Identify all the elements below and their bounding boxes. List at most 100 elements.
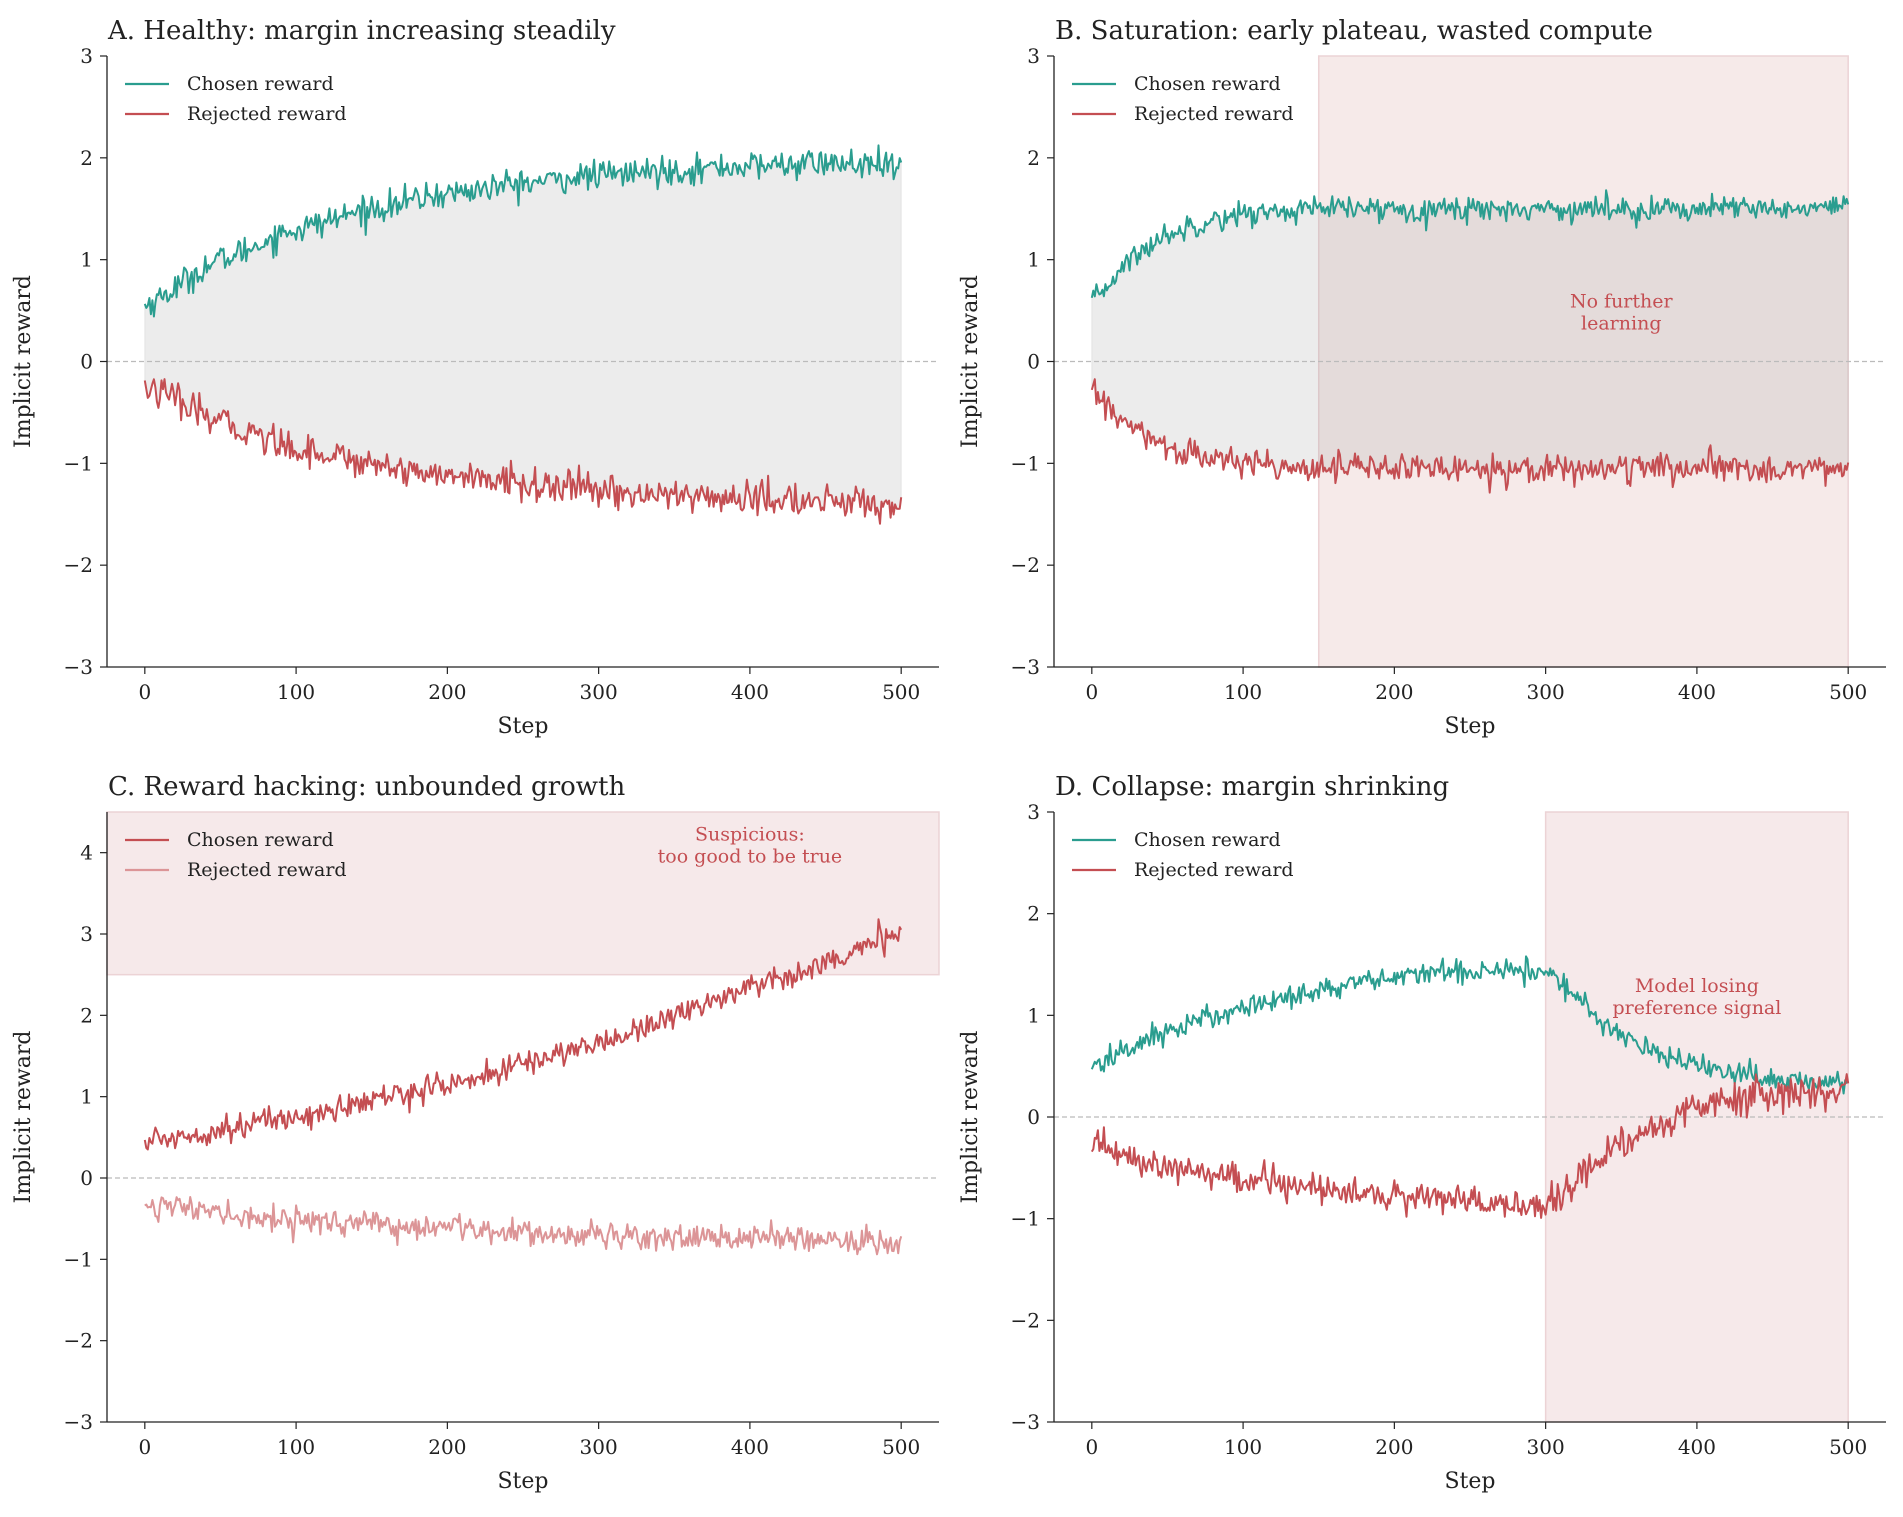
panel-title: C. Reward hacking: unbounded growth xyxy=(108,772,625,802)
x-tick-label: 300 xyxy=(580,1435,618,1459)
legend-label: Chosen reward xyxy=(1134,829,1281,851)
panel-title: B. Saturation: early plateau, wasted com… xyxy=(1055,16,1653,46)
panel-b: 0 100 200 300 400 500 −3 −2 −1 0 1 2 3 Step Implicit r… xyxy=(958,16,1886,739)
series-line-chosen-reward xyxy=(1090,955,1849,1095)
x-tick-label: 500 xyxy=(882,1435,920,1459)
y-tick-label: −3 xyxy=(64,1410,93,1434)
y-tick-label: −3 xyxy=(1011,1410,1040,1434)
panel-title: A. Healthy: margin increasing steadily xyxy=(107,16,616,46)
series-line-rejected-reward xyxy=(143,378,903,525)
y-tick-label: 4 xyxy=(80,841,93,865)
x-tick-label: 0 xyxy=(1085,1435,1098,1459)
annotation-line: learning xyxy=(1581,313,1661,335)
x-tick-label: 300 xyxy=(580,680,618,704)
legend-label: Rejected reward xyxy=(1134,859,1294,881)
margin-fill xyxy=(144,145,902,524)
annotation-line: preference signal xyxy=(1612,997,1781,1019)
y-tick-label: −2 xyxy=(64,553,93,577)
y-axis-label: Implicit reward xyxy=(11,1031,36,1204)
panel-d: 0 100 200 300 400 500 −3 −2 −1 0 1 2 3 Step Implicit r… xyxy=(958,772,1886,1494)
y-axis-label: Implicit reward xyxy=(958,1031,983,1204)
annotation: Model losing preference signal xyxy=(1612,975,1781,1019)
y-tick-label: 2 xyxy=(1027,146,1040,170)
y-tick-label: 0 xyxy=(1027,1105,1040,1129)
x-tick-label: 300 xyxy=(1527,680,1565,704)
legend: Chosen reward Rejected reward xyxy=(1072,829,1294,881)
x-tick-label: 500 xyxy=(1829,1435,1867,1459)
y-tick-label: −3 xyxy=(64,655,93,679)
x-axis-label: Step xyxy=(497,714,548,739)
y-tick-label: −2 xyxy=(1011,1308,1040,1332)
x-tick-label: 400 xyxy=(731,1435,769,1459)
annotation: Suspicious: too good to be true xyxy=(658,824,843,868)
series-line-rejected-reward xyxy=(1090,1073,1850,1219)
x-tick-label: 100 xyxy=(277,1435,315,1459)
x-tick-label: 0 xyxy=(1085,680,1098,704)
series-line-chosen-reward xyxy=(143,144,903,318)
y-tick-label: −2 xyxy=(64,1329,93,1353)
x-axis-label: Step xyxy=(1444,1469,1495,1494)
y-axis-label: Implicit reward xyxy=(11,275,36,448)
legend-label: Chosen reward xyxy=(187,829,334,851)
x-tick-label: 500 xyxy=(1829,680,1867,704)
margin-fill xyxy=(1091,190,1849,493)
annotation-line: Suspicious: xyxy=(695,824,805,846)
series-line-rejected-reward xyxy=(1090,378,1850,494)
series-line-chosen-reward xyxy=(1090,189,1850,299)
x-axis-label: Step xyxy=(497,1469,548,1494)
x-tick-label: 100 xyxy=(1224,1435,1262,1459)
y-tick-label: −1 xyxy=(1011,451,1040,475)
legend-label: Rejected reward xyxy=(1134,103,1294,125)
annotation: No further learning xyxy=(1570,291,1674,335)
x-tick-label: 400 xyxy=(1678,680,1716,704)
legend-label: Rejected reward xyxy=(187,859,347,881)
y-tick-label: −1 xyxy=(64,1247,93,1271)
x-tick-label: 500 xyxy=(882,680,920,704)
x-tick-label: 300 xyxy=(1527,1435,1565,1459)
x-tick-label: 0 xyxy=(138,1435,151,1459)
legend-label: Rejected reward xyxy=(187,103,347,125)
annotation-line: Model losing xyxy=(1635,975,1759,997)
legend-label: Chosen reward xyxy=(187,73,334,95)
y-tick-label: 1 xyxy=(80,248,93,272)
y-tick-label: 1 xyxy=(1027,248,1040,272)
x-tick-label: 400 xyxy=(1678,1435,1716,1459)
x-tick-label: 200 xyxy=(1375,680,1413,704)
y-tick-label: 3 xyxy=(1027,44,1040,68)
y-tick-label: 0 xyxy=(80,350,93,374)
legend: Chosen reward Rejected reward xyxy=(1072,73,1294,125)
y-tick-label: 2 xyxy=(80,1003,93,1027)
panel-title: D. Collapse: margin shrinking xyxy=(1055,772,1449,802)
y-tick-label: 2 xyxy=(80,146,93,170)
legend: Chosen reward Rejected reward xyxy=(125,73,347,125)
x-tick-label: 400 xyxy=(731,680,769,704)
y-tick-label: 3 xyxy=(80,922,93,946)
x-tick-label: 100 xyxy=(277,680,315,704)
series-line-chosen-reward xyxy=(143,918,903,1151)
y-tick-label: 3 xyxy=(1027,800,1040,824)
x-axis-label: Step xyxy=(1444,714,1495,739)
y-tick-label: 2 xyxy=(1027,902,1040,926)
x-tick-label: 100 xyxy=(1224,680,1262,704)
y-tick-label: −2 xyxy=(1011,553,1040,577)
x-tick-label: 200 xyxy=(1375,1435,1413,1459)
y-tick-label: −1 xyxy=(1011,1207,1040,1231)
y-tick-label: 3 xyxy=(80,44,93,68)
y-tick-label: 1 xyxy=(1027,1003,1040,1027)
panel-a: 0 100 200 300 400 500 −3 −2 −1 0 1 2 3 Step Implicit r… xyxy=(11,16,939,739)
series-line-rejected-reward xyxy=(144,1196,903,1256)
y-tick-label: −3 xyxy=(1011,655,1040,679)
panel-c: 0 100 200 300 400 500 −3 −2 −1 0 1 2 3 4 Step Implicit … xyxy=(11,772,940,1494)
y-tick-label: 0 xyxy=(1027,350,1040,374)
x-tick-label: 200 xyxy=(428,680,466,704)
x-tick-label: 200 xyxy=(428,1435,466,1459)
y-tick-label: −1 xyxy=(64,451,93,475)
y-tick-label: 1 xyxy=(80,1085,93,1109)
y-tick-label: 0 xyxy=(80,1166,93,1190)
legend: Chosen reward Rejected reward xyxy=(125,829,347,881)
annotation-line: No further xyxy=(1570,291,1674,313)
y-axis-label: Implicit reward xyxy=(958,275,983,448)
annotation-line: too good to be true xyxy=(658,846,843,868)
legend-label: Chosen reward xyxy=(1134,73,1281,95)
